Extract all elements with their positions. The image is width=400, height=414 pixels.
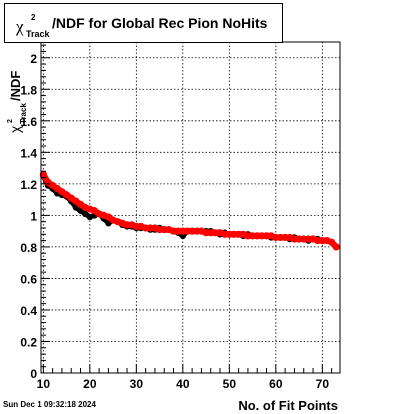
- data-marks: [39, 170, 340, 251]
- y-tick-label: 1: [30, 209, 37, 223]
- x-tick-label: 10: [37, 377, 51, 391]
- y-tick-label: 0.6: [20, 272, 37, 286]
- x-tick-label: 30: [130, 377, 144, 391]
- x-axis-title: No. of Fit Points: [238, 398, 338, 413]
- x-tick-label: 20: [83, 377, 97, 391]
- y-tick-label: 0: [30, 367, 37, 381]
- axis-ticks: [41, 44, 333, 374]
- grid-lines: [41, 42, 340, 374]
- y-axis-title-superscript: 2: [7, 119, 14, 123]
- series-red-point: [328, 238, 336, 246]
- y-tick-label: 1.6: [20, 115, 37, 129]
- y-axis-title-text: /NDF: [8, 71, 23, 101]
- series-red-point: [39, 170, 47, 178]
- y-axis-title-subscript: Track: [19, 103, 28, 124]
- x-tick-label: 70: [316, 377, 330, 391]
- y-tick-label: 0.2: [20, 335, 37, 349]
- series-red-point: [332, 243, 340, 251]
- timestamp: Sun Dec 1 09:32:18 2024: [3, 400, 96, 409]
- y-tick-label: 0.4: [20, 304, 37, 318]
- y-axis-title: χ 2 Track /NDF: [7, 71, 28, 133]
- y-tick-label: 1.8: [20, 83, 37, 97]
- tick-labels: 10 20 30 40 50 60 70 0 0.2 0.4 0.6 0.8 1 1.2 1.4 1.6 1.8…: [20, 52, 329, 391]
- y-tick-label: 2: [30, 52, 37, 66]
- title-superscript: 2: [31, 13, 36, 22]
- chart-title: /NDF for Global Rec Pion NoHits: [52, 15, 268, 31]
- y-tick-label: 1.2: [20, 178, 37, 192]
- x-tick-label: 60: [269, 377, 283, 391]
- series-black-point: [81, 210, 89, 218]
- y-axis-title-chi: χ: [7, 125, 23, 133]
- y-tick-label: 0.8: [20, 241, 37, 255]
- title-subscript: Track: [26, 29, 50, 39]
- chart-title-box: χ 2 Track /NDF for Global Rec Pion NoHit…: [4, 3, 283, 43]
- title-chi: χ: [16, 17, 24, 36]
- x-tick-label: 50: [223, 377, 237, 391]
- y-tick-label: 1.4: [20, 146, 37, 160]
- x-tick-label: 40: [176, 377, 190, 391]
